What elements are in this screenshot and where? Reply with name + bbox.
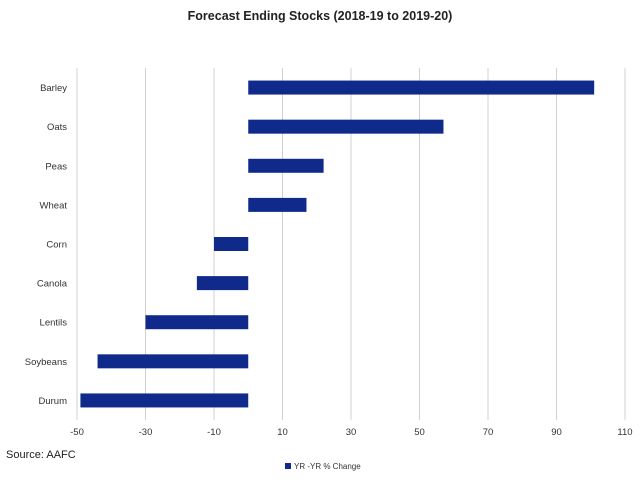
x-tick-label: 50 — [414, 427, 425, 438]
x-tick-label: 30 — [346, 427, 357, 438]
bar-wheat — [248, 197, 307, 212]
x-axis-tick-labels: -50 -30 -10 10 30 50 70 90 110 — [70, 427, 632, 438]
bar-barley — [248, 80, 595, 95]
x-tick-label: 90 — [551, 427, 562, 438]
bar-canola — [196, 276, 249, 291]
category-label: Lentils — [40, 318, 68, 329]
legend-label: YR -YR % Change — [294, 462, 361, 471]
bar-peas — [248, 158, 324, 173]
x-tick-label: -50 — [70, 427, 84, 438]
bars — [80, 80, 595, 408]
source-note: Source: AAFC — [6, 449, 76, 461]
category-label: Canola — [37, 279, 68, 290]
bar-soybeans — [97, 354, 249, 369]
category-label: Corn — [46, 240, 67, 251]
bar-corn — [214, 237, 249, 251]
x-tick-label: 10 — [277, 427, 288, 438]
category-label: Durum — [38, 396, 67, 407]
bar-durum — [80, 393, 249, 408]
legend: YR -YR % Change — [285, 462, 361, 471]
legend-swatch — [285, 463, 291, 469]
category-label: Wheat — [40, 200, 68, 211]
bar-oats — [248, 119, 444, 134]
bar-lentils — [145, 315, 249, 330]
chart-title: Forecast Ending Stocks (2018-19 to 2019-… — [188, 9, 453, 23]
x-tick-label: 70 — [483, 427, 494, 438]
x-tick-label: -30 — [139, 427, 153, 438]
x-tick-label: 110 — [617, 427, 632, 438]
category-label: Oats — [47, 122, 67, 133]
category-label: Peas — [45, 161, 67, 172]
category-labels: Barley Oats Peas Wheat Corn Canola Lentils Soyb… — [25, 83, 68, 407]
category-label: Soybeans — [25, 357, 68, 368]
x-tick-label: -10 — [207, 427, 221, 438]
category-label: Barley — [40, 83, 67, 94]
